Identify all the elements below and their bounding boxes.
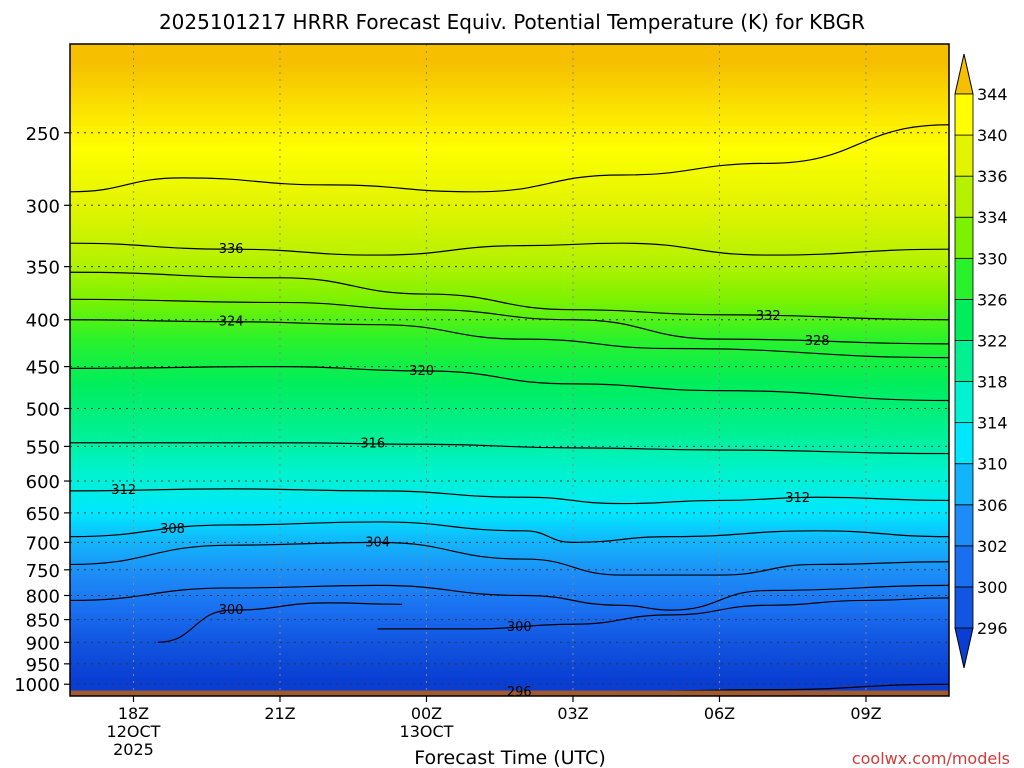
y-tick-label: 500: [26, 400, 60, 421]
colorbar: 296 300 302 306 310 314 318 322 326 330 334 336 340 3…: [954, 53, 1008, 669]
contour-300: [157, 602, 403, 643]
contour-label-312: 312: [111, 483, 136, 498]
x-tick-label: 03Z: [557, 704, 588, 723]
colorbar-label: 296: [977, 619, 1008, 638]
contour-324: [70, 319, 949, 359]
colorbar-label: 334: [977, 208, 1008, 227]
y-tick-label: 550: [26, 437, 60, 458]
contour-340: [70, 124, 949, 193]
colorbar-swatch: [954, 175, 974, 218]
colorbar-label: 302: [977, 537, 1008, 556]
colorbar-label: 330: [977, 249, 1008, 268]
colorbar-swatch: [954, 545, 974, 588]
surface-band: [70, 690, 949, 696]
contour-label-328: 328: [805, 334, 830, 349]
y-tick-label: 900: [26, 633, 60, 654]
contour-304: [70, 541, 949, 576]
contour-302: [70, 584, 949, 611]
plot-area: 296 300 300 304 308 312 312 316 320 324 328 332 336: [70, 44, 949, 700]
y-tick-label: 450: [26, 358, 60, 379]
y-tick-label: 250: [26, 124, 60, 145]
colorbar-swatch: [954, 381, 974, 424]
colorbar-swatch: [954, 340, 974, 382]
contour-label-308: 308: [160, 522, 185, 537]
x-tick-label: 18Z: [118, 704, 149, 723]
plot-frame: [69, 43, 950, 697]
y-tick-label: 300: [26, 196, 60, 217]
colorbar-label: 310: [977, 455, 1008, 474]
colorbar-top-arrow: [954, 53, 974, 95]
contour-308: [70, 521, 949, 543]
colorbar-swatch: [954, 93, 974, 136]
colorbar-label: 300: [977, 578, 1008, 597]
contour-label-320: 320: [409, 364, 434, 379]
colorbar-bottom-arrow: [954, 627, 974, 669]
contour-320: [70, 365, 949, 402]
y-tick-label: 850: [26, 611, 60, 632]
contour-label-316: 316: [360, 437, 385, 452]
y-tick-label: 750: [26, 561, 60, 582]
colorbar-swatch: [954, 257, 974, 300]
contour-332: [70, 271, 949, 321]
contour-label-332: 332: [756, 309, 781, 324]
colorbar-label: 344: [977, 85, 1008, 104]
y-tick-label: 1000: [14, 675, 60, 696]
colorbar-swatch: [954, 463, 974, 506]
colorbar-swatch: [954, 216, 974, 259]
colorbar-label: 336: [977, 167, 1008, 186]
contours: [70, 124, 949, 694]
y-tick-label: 700: [26, 533, 60, 554]
x-axis-label: Forecast Time (UTC): [414, 747, 605, 768]
colorbar-label: 340: [977, 126, 1008, 145]
x-tick-label: 09Z: [850, 704, 881, 723]
contour-label-312: 312: [785, 491, 810, 506]
contour-label-324: 324: [219, 315, 244, 330]
colorbar-swatch: [954, 422, 974, 465]
x-tick-label: 00Z: [411, 704, 442, 723]
colorbar-label: 326: [977, 290, 1008, 309]
x-tick-date: 13OCT: [400, 722, 454, 741]
x-tick-date: 12OCT: [107, 722, 161, 741]
x-tick-year: 2025: [113, 740, 154, 759]
contour-336: [70, 242, 949, 256]
colorbar-label: 306: [977, 496, 1008, 515]
colorbar-swatch: [954, 298, 974, 341]
contour-label-300: 300: [219, 603, 244, 618]
colorbar-label: 314: [977, 414, 1008, 433]
y-tick-label: 800: [26, 586, 60, 607]
contour-label-304: 304: [365, 535, 390, 550]
colorbar-label: 322: [977, 331, 1008, 350]
y-tick-label: 600: [26, 472, 60, 493]
contour-312: [70, 488, 949, 505]
contour-328: [70, 298, 949, 345]
colorbar-label: 318: [977, 373, 1008, 392]
contour-label-300: 300: [507, 620, 532, 635]
y-axis: 2503003504004505005506006507007508008509…: [14, 124, 70, 696]
y-tick-label: 350: [26, 258, 60, 279]
contour-label-296: 296: [507, 685, 532, 700]
contour-300: [377, 597, 949, 630]
theta-e-field: [70, 44, 949, 696]
y-tick-label: 950: [26, 655, 60, 676]
x-tick-label: 06Z: [704, 704, 735, 723]
y-tick-label: 650: [26, 504, 60, 525]
x-tick-label: 21Z: [264, 704, 295, 723]
colorbar-swatch: [954, 134, 974, 177]
y-tick-label: 400: [26, 311, 60, 332]
contour-labels: 296 300 300 304 308 312 312 316 320 324 328 332 336: [111, 242, 830, 700]
chart-title: 2025101217 HRRR Forecast Equiv. Potentia…: [159, 10, 865, 34]
contour-label-336: 336: [219, 242, 244, 257]
credit-text: coolwx.com/models: [852, 749, 1010, 768]
contour-316: [70, 442, 949, 455]
colorbar-swatch: [954, 504, 974, 547]
colorbar-swatch: [954, 586, 974, 629]
